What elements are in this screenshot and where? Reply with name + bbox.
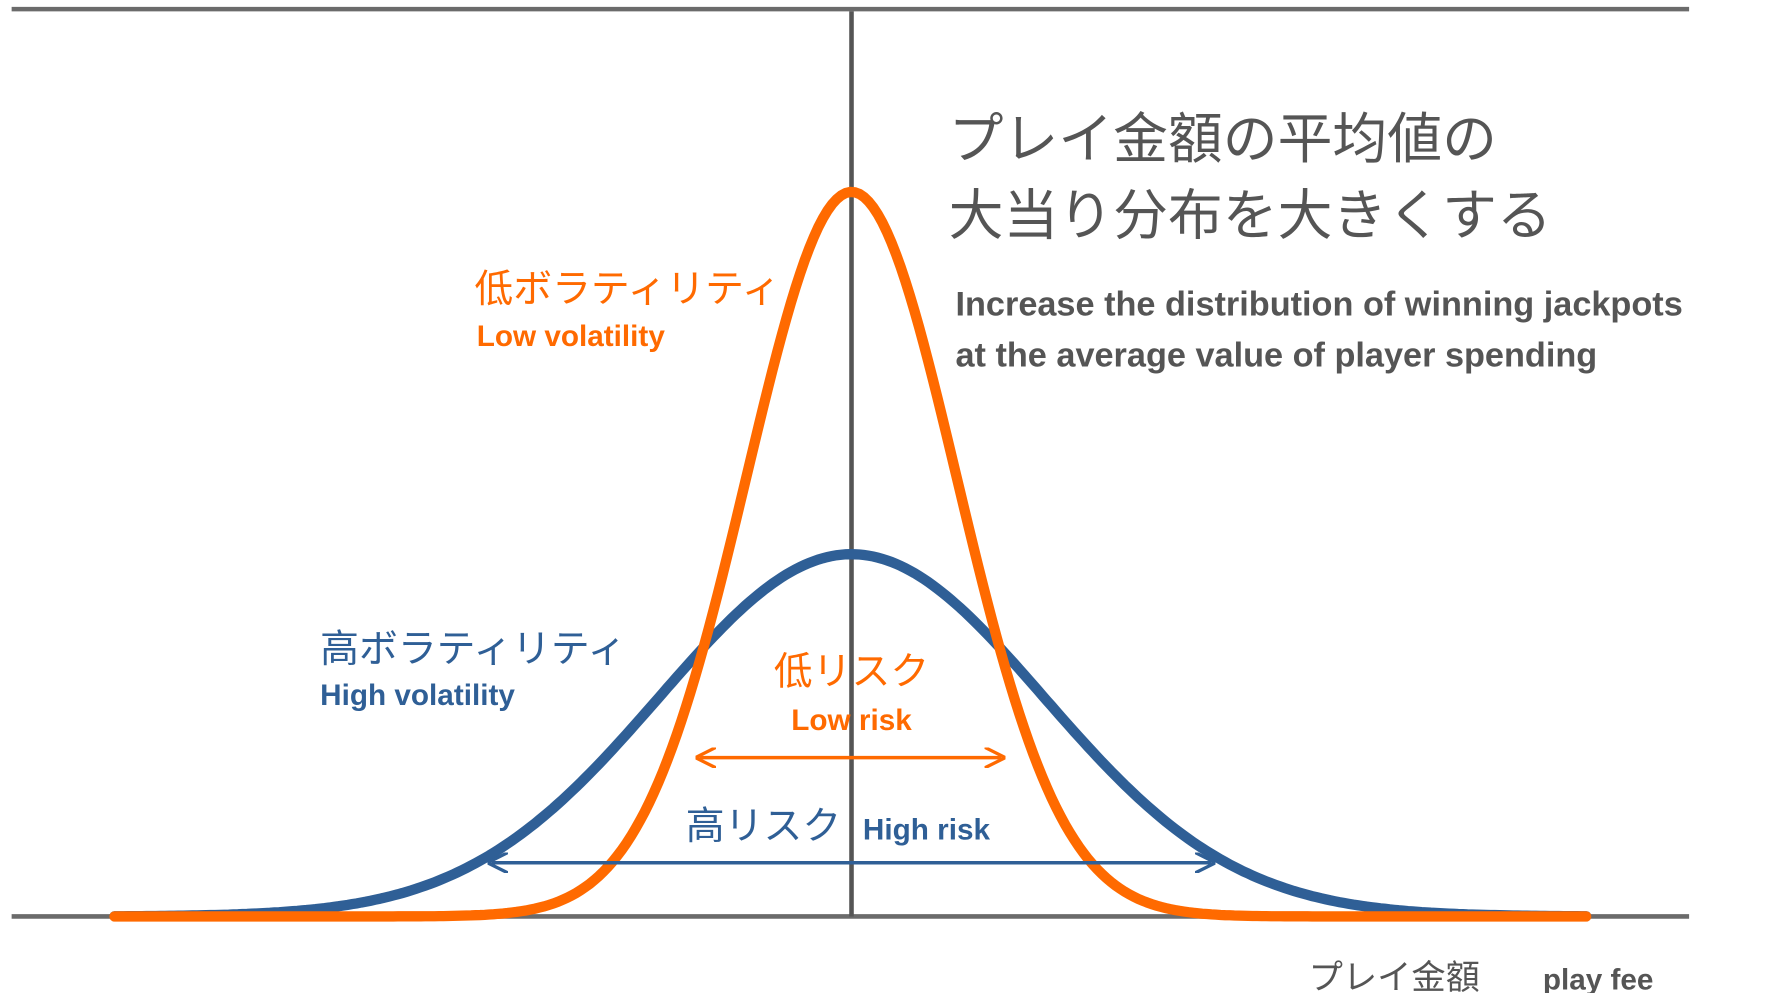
- title-line: 大当り分布を大きくする: [949, 184, 1552, 248]
- low-risk-ja: 低リスク: [774, 650, 929, 695]
- x-axis-label-en: play fee: [1543, 963, 1654, 993]
- low-volatility-ja: 低ボラティリティ: [474, 267, 780, 312]
- title-line: プレイ金額の平均値の: [949, 107, 1497, 171]
- high-risk-en: High risk: [863, 814, 991, 847]
- high-volatility-ja: 高ボラティリティ: [320, 627, 626, 672]
- low-volatility-en: Low volatility: [477, 320, 666, 353]
- x-axis-label-ja: プレイ金額: [1309, 958, 1480, 993]
- subtitle-line: at the average value of player spending: [955, 337, 1597, 375]
- high-risk-ja: 高リスク: [686, 804, 841, 849]
- low-risk-en: Low risk: [791, 704, 912, 737]
- high-volatility-curve: [109, 549, 1592, 922]
- low-volatility-curve: [109, 186, 1592, 922]
- high-volatility-en: High volatility: [320, 679, 515, 712]
- subtitle-line: Increase the distribution of winning jac…: [955, 285, 1682, 323]
